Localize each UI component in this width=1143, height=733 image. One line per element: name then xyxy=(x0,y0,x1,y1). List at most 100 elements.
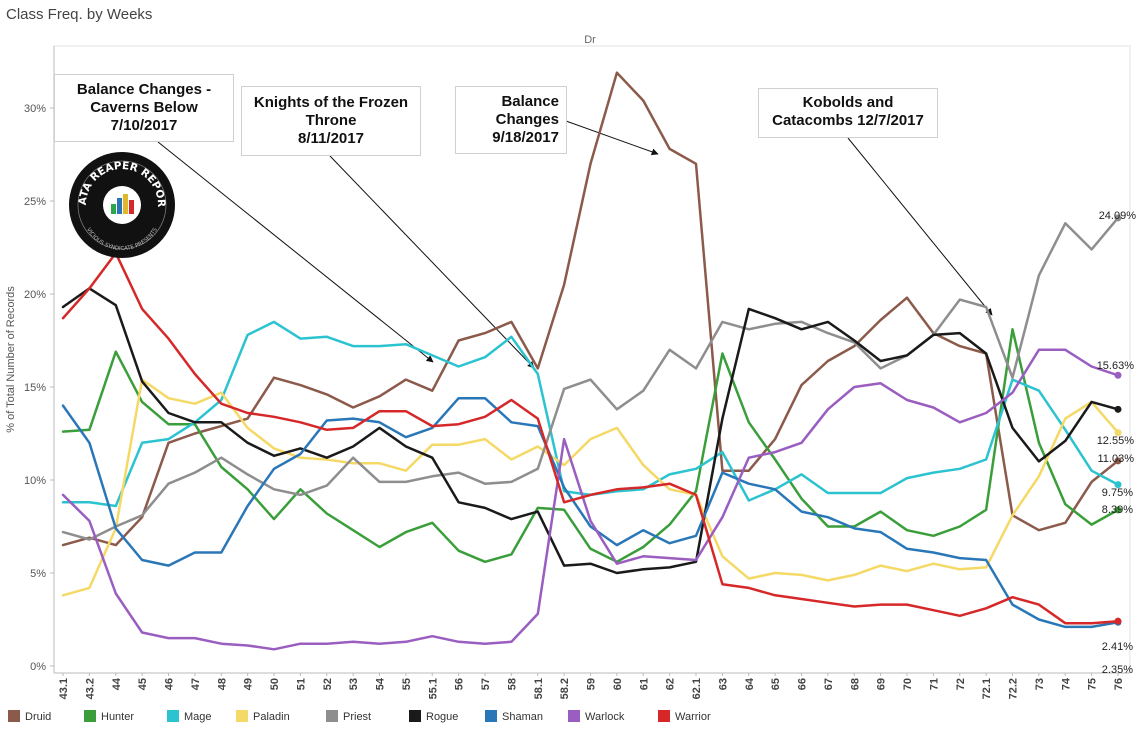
series-line-shaman xyxy=(61,396,1120,629)
series-druid xyxy=(61,71,1122,547)
x-tick-label: 75 xyxy=(1087,678,1099,690)
y-tick-label: 0% xyxy=(30,661,46,673)
legend-item-hunter: Hunter xyxy=(84,710,134,723)
end-label: 8.39% xyxy=(1102,504,1133,516)
y-tick-label: 10% xyxy=(24,475,46,487)
series-line-hunter xyxy=(61,328,1120,564)
logo-bar xyxy=(129,200,134,214)
x-tick-label: 51 xyxy=(295,678,307,690)
series-rogue xyxy=(61,287,1122,575)
y-tick-label: 15% xyxy=(24,382,46,394)
series-end-point-druid xyxy=(1114,457,1122,465)
end-label: 2.35% xyxy=(1102,664,1133,676)
legend-swatch xyxy=(485,710,497,722)
x-tick-label: 45 xyxy=(137,678,149,690)
x-tick-label: 64 xyxy=(744,677,756,690)
series-end-point-priest xyxy=(1114,214,1122,222)
x-tick-label: 58.1 xyxy=(533,678,545,699)
x-tick-label: 72.1 xyxy=(981,678,993,699)
annotation-knights-of-the-frozen-throne: Knights of the Frozen Throne 8/11/2017 xyxy=(241,86,421,156)
x-tick-label: 43.1 xyxy=(58,678,70,699)
legend-label: Druid xyxy=(25,711,51,723)
x-tick-label: 44 xyxy=(111,677,123,690)
x-tick-label: 71 xyxy=(928,678,940,690)
x-tick-label: 47 xyxy=(190,678,202,690)
annotation-arrow-4 xyxy=(847,137,993,316)
legend-item-warlock: Warlock xyxy=(568,710,625,723)
series-warlock xyxy=(61,348,1122,651)
x-tick-label: 56 xyxy=(454,678,466,690)
x-tick-label: 67 xyxy=(823,678,835,690)
legend-swatch xyxy=(8,710,20,722)
x-tick-label: 54 xyxy=(375,677,387,690)
x-tick-label: 57 xyxy=(480,678,492,690)
legend-item-priest: Priest xyxy=(326,710,371,723)
series-line-warrior xyxy=(61,251,1120,625)
x-tick-label: 50 xyxy=(269,678,281,690)
x-tick-label: 60 xyxy=(612,678,624,690)
legend-swatch xyxy=(326,710,338,722)
y-tick-label: 20% xyxy=(24,289,46,301)
legend-swatch xyxy=(236,710,248,722)
series-end-point-warrior xyxy=(1114,617,1122,625)
x-tick-label: 73 xyxy=(1034,678,1046,690)
y-tick-label: 30% xyxy=(24,103,46,115)
x-tick-label: 52 xyxy=(322,678,334,690)
series-line-warlock xyxy=(61,348,1120,651)
legend-item-paladin: Paladin xyxy=(236,710,290,723)
x-tick-label: 65 xyxy=(770,678,782,690)
legend-swatch xyxy=(409,710,421,722)
logo-bar xyxy=(123,194,128,214)
legend-label: Warrior xyxy=(675,711,711,723)
series-line-mage xyxy=(61,320,1120,508)
legend-item-warrior: Warrior xyxy=(658,710,711,723)
legend-label: Rogue xyxy=(426,711,458,723)
x-tick-label: 58 xyxy=(506,678,518,690)
series-priest xyxy=(61,214,1122,541)
series-line-priest xyxy=(61,216,1120,541)
logo-bar xyxy=(117,198,122,214)
x-tick-label: 43.2 xyxy=(84,678,96,699)
logo-ring xyxy=(77,160,167,250)
end-label: 11.03% xyxy=(1098,453,1135,465)
end-label: 15.63% xyxy=(1097,360,1135,372)
end-label: 24.09% xyxy=(1099,210,1137,222)
x-tick-label: 76 xyxy=(1113,678,1125,690)
annotation-arrow-2 xyxy=(329,155,535,369)
series-line-paladin xyxy=(61,378,1120,597)
y-tick-label: 5% xyxy=(30,568,46,580)
x-tick-label: 55.1 xyxy=(427,678,439,699)
x-tick-label: 58.2 xyxy=(559,678,571,699)
x-tick-label: 66 xyxy=(797,678,809,690)
annotation-arrow-1 xyxy=(157,141,434,363)
x-tick-label: 53 xyxy=(348,678,360,690)
x-tick-label: 62.1 xyxy=(691,678,703,699)
annotation-kobolds-and-catacombs: Kobolds and Catacombs 12/7/2017 xyxy=(758,88,938,138)
chart-subtitle: Dr xyxy=(584,34,596,46)
legend-swatch xyxy=(568,710,580,722)
x-tick-label: 46 xyxy=(164,678,176,690)
annotation-arrow-3 xyxy=(565,120,659,156)
legend-item-mage: Mage xyxy=(167,710,212,723)
legend-label: Warlock xyxy=(585,711,625,723)
legend-label: Priest xyxy=(343,711,371,723)
x-tick-label: 69 xyxy=(876,678,888,690)
x-tick-label: 61 xyxy=(638,678,650,690)
chart-title: Class Freq. by Weeks xyxy=(6,6,153,23)
x-tick-label: 55 xyxy=(401,678,413,690)
legend-item-druid: Druid xyxy=(8,710,51,723)
logo-bar xyxy=(111,204,116,214)
legend-label: Hunter xyxy=(101,711,134,723)
legend-swatch xyxy=(658,710,670,722)
annotation-balance-changes-caverns-below: Balance Changes - Caverns Below 7/10/201… xyxy=(54,74,234,142)
series-end-point-paladin xyxy=(1114,429,1122,437)
series-end-point-rogue xyxy=(1114,405,1122,413)
legend-swatch xyxy=(84,710,96,722)
series-end-point-mage xyxy=(1114,481,1122,489)
x-tick-label: 63 xyxy=(717,678,729,690)
annotation-balance-changes-9-18: Balance Changes 9/18/2017 xyxy=(455,86,567,154)
series-mage xyxy=(61,320,1122,508)
x-tick-label: 59 xyxy=(586,678,598,690)
legend-item-shaman: Shaman xyxy=(485,710,543,723)
series-line-druid xyxy=(61,71,1120,547)
